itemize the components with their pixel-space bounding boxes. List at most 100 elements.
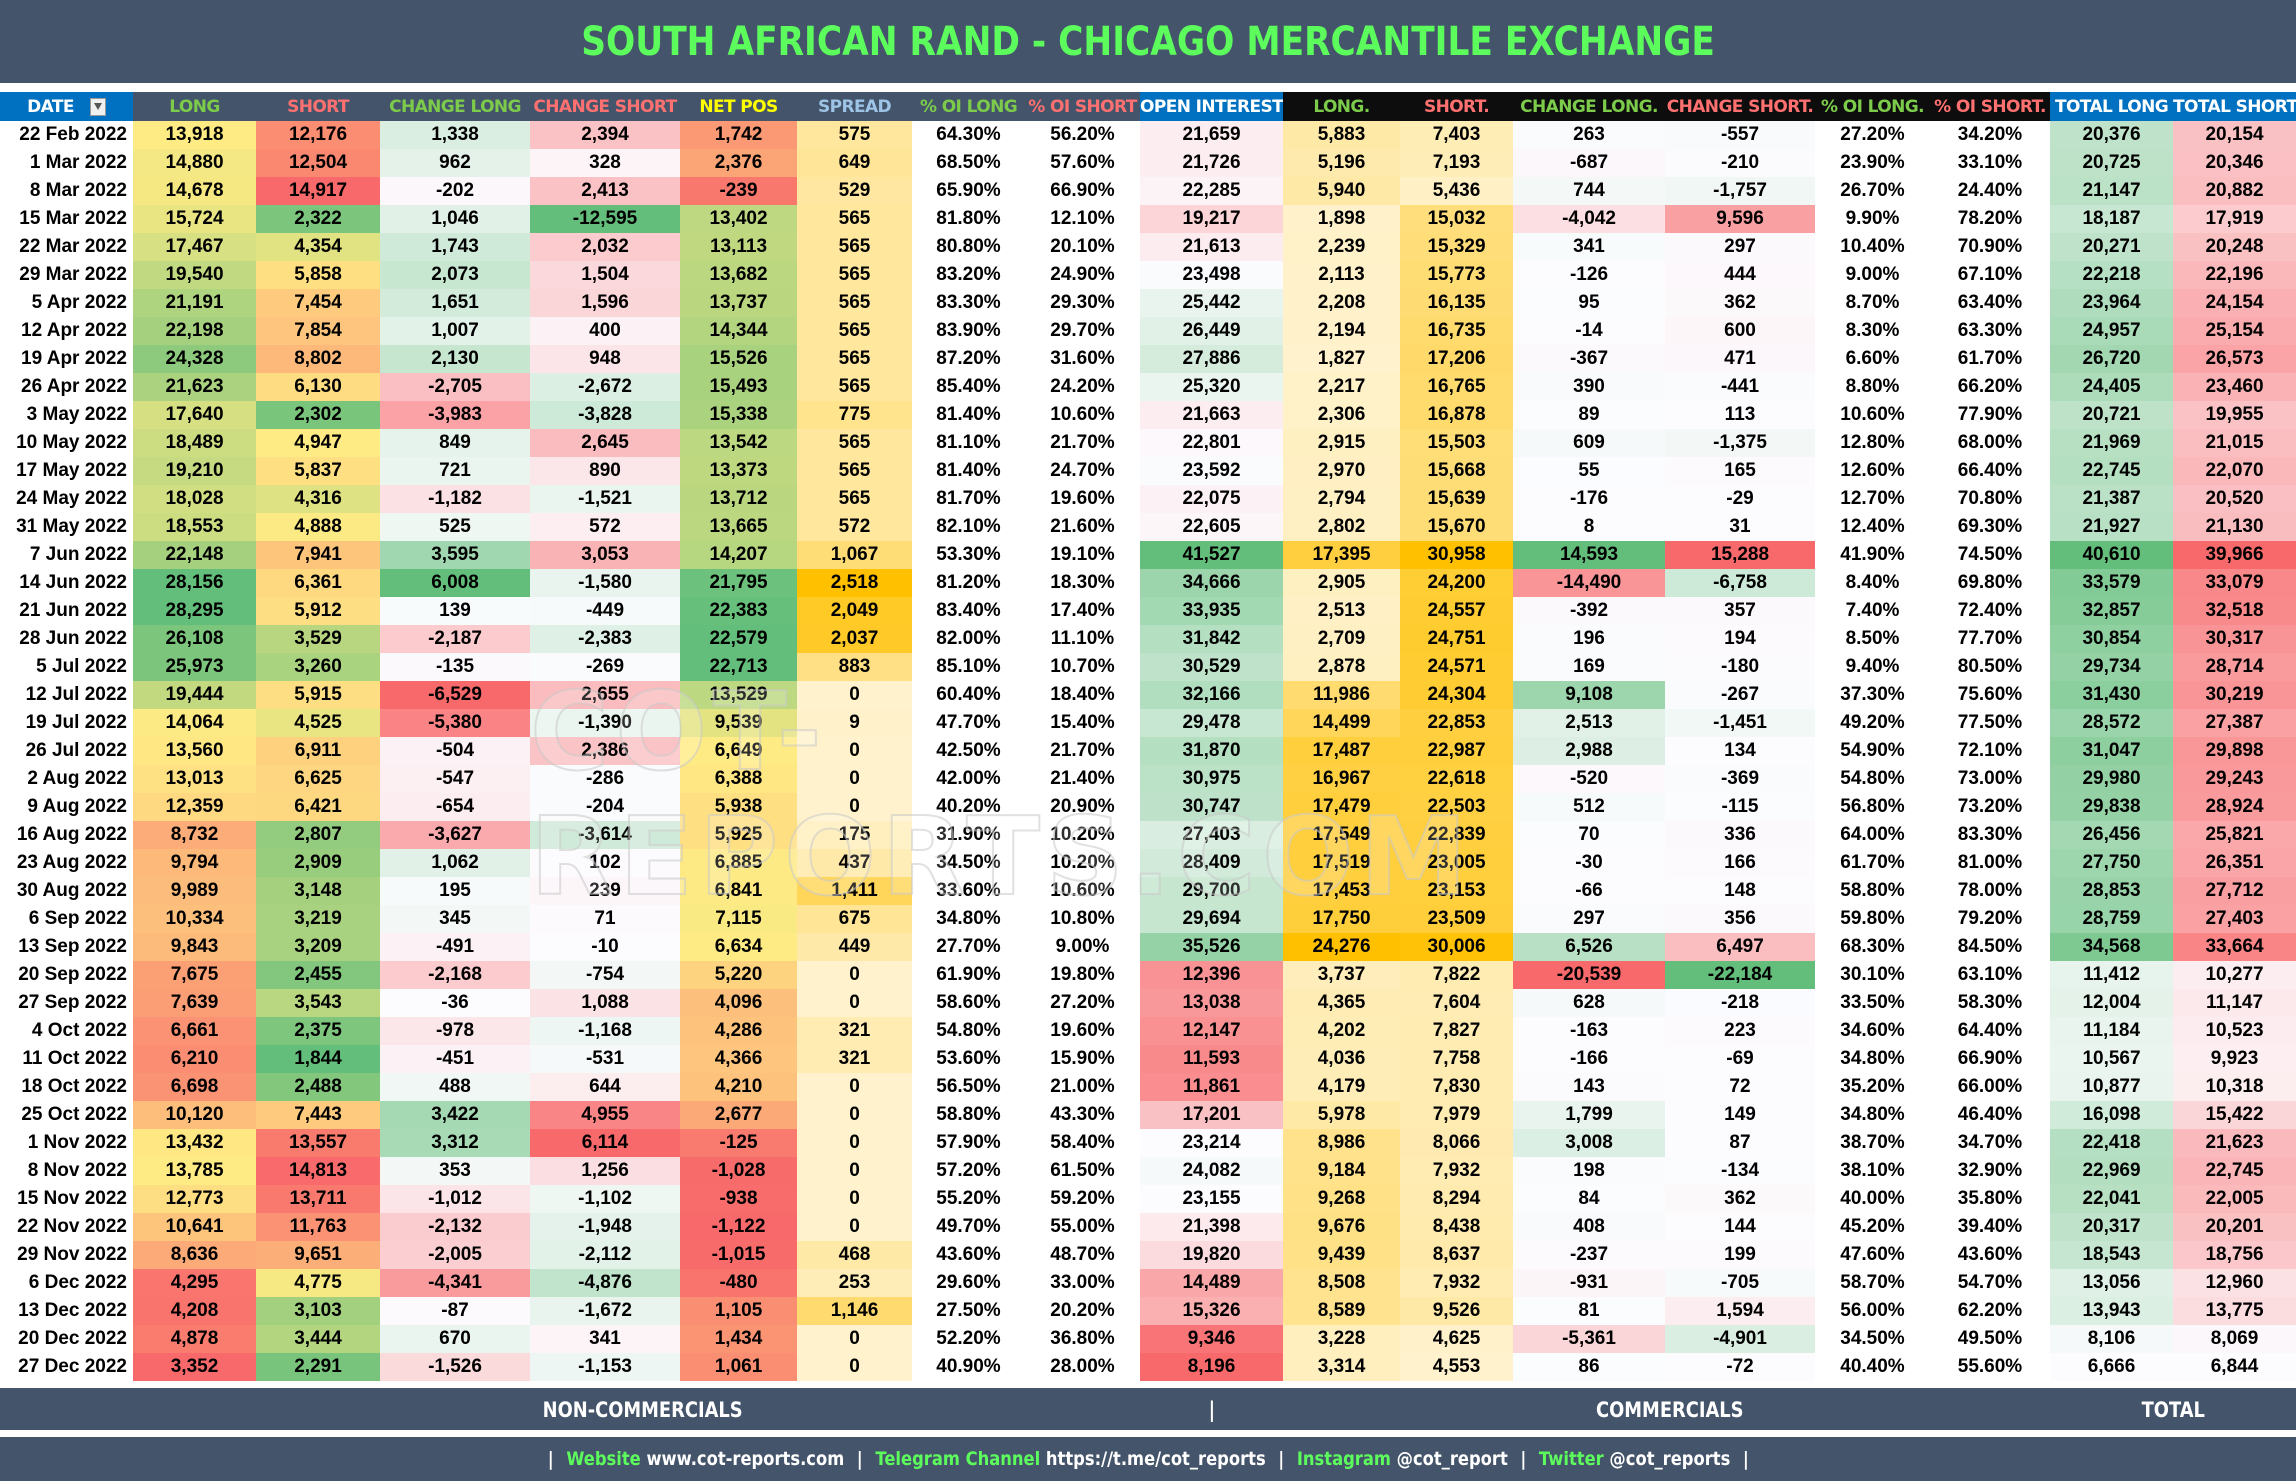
table-cell: 12.80% <box>1815 429 1930 457</box>
column-header-label: CHANGE LONG. <box>1520 96 1658 117</box>
table-cell: 297 <box>1513 905 1665 933</box>
table-cell: 143 <box>1513 1073 1665 1101</box>
table-cell: 69.80% <box>1930 569 2050 597</box>
table-cell: -654 <box>380 793 530 821</box>
table-cell: 19.80% <box>1025 961 1140 989</box>
date-cell: 11 Oct 2022 <box>0 1045 133 1073</box>
table-cell: 31,430 <box>2050 681 2173 709</box>
table-cell: 22,987 <box>1400 737 1513 765</box>
table-cell: 60.40% <box>912 681 1025 709</box>
table-cell: 22,618 <box>1400 765 1513 793</box>
table-cell: 6,114 <box>530 1129 680 1157</box>
table-cell: 21.00% <box>1025 1073 1140 1101</box>
table-cell: 24,200 <box>1400 569 1513 597</box>
table-cell: 4,316 <box>256 485 380 513</box>
table-cell: 600 <box>1665 317 1815 345</box>
table-cell: 77.90% <box>1930 401 2050 429</box>
table-cell: 40.20% <box>912 793 1025 821</box>
table-cell: 20,725 <box>2050 149 2173 177</box>
table-cell: 13,013 <box>133 765 256 793</box>
table-cell: 24,557 <box>1400 597 1513 625</box>
table-cell: 468 <box>797 1241 912 1269</box>
table-cell: 2,306 <box>1283 401 1400 429</box>
table-cell: 13,432 <box>133 1129 256 1157</box>
section-footer: NON-COMMERCIALS | COMMERCIALS TOTAL <box>0 1388 2296 1430</box>
column-header-long: LONG <box>133 92 256 121</box>
table-cell: 31,842 <box>1140 625 1283 653</box>
table-cell: 16,878 <box>1400 401 1513 429</box>
table-cell: 12,960 <box>2173 1269 2296 1297</box>
table-cell: 13,529 <box>680 681 797 709</box>
table-cell: 15,422 <box>2173 1101 2296 1129</box>
table-cell: 27.20% <box>1025 989 1140 1017</box>
table-cell: 49.20% <box>1815 709 1930 737</box>
table-cell: 1,434 <box>680 1325 797 1353</box>
table-cell: 29.70% <box>1025 317 1140 345</box>
table-cell: 1,844 <box>256 1045 380 1073</box>
table-cell: 565 <box>797 233 912 261</box>
table-cell: 437 <box>797 849 912 877</box>
table-cell: 165 <box>1665 457 1815 485</box>
table-cell: 28,714 <box>2173 653 2296 681</box>
table-cell: -1,390 <box>530 709 680 737</box>
table-cell: 6,844 <box>2173 1353 2296 1381</box>
table-row: 6 Dec 2022 4,295 4,775 -4,341 -4,876 -480 253 2… <box>0 1269 2296 1297</box>
table-cell: 66.40% <box>1930 457 2050 485</box>
table-cell: 24,957 <box>2050 317 2173 345</box>
table-cell: 85.40% <box>912 373 1025 401</box>
table-row: 23 Aug 2022 9,794 2,909 1,062 102 6,885 437 34.… <box>0 849 2296 877</box>
table-cell: 9,596 <box>1665 205 1815 233</box>
table-cell: 52.20% <box>912 1325 1025 1353</box>
table-cell: -135 <box>380 653 530 681</box>
table-cell: 21,795 <box>680 569 797 597</box>
table-cell: 28.00% <box>1025 1353 1140 1381</box>
table-row: 27 Sep 2022 7,639 3,543 -36 1,088 4,096 0 58.60… <box>0 989 2296 1017</box>
table-cell: 30,854 <box>2050 625 2173 653</box>
table-cell: 26,108 <box>133 625 256 653</box>
table-row: 1 Nov 2022 13,432 13,557 3,312 6,114 -125 0 57.… <box>0 1129 2296 1157</box>
table-cell: 4,888 <box>256 513 380 541</box>
filter-dropdown-icon[interactable] <box>89 97 106 116</box>
date-cell: 24 May 2022 <box>0 485 133 513</box>
table-cell: -14,490 <box>1513 569 1665 597</box>
date-cell: 6 Dec 2022 <box>0 1269 133 1297</box>
table-cell: 2,513 <box>1513 709 1665 737</box>
table-cell: 81.40% <box>912 401 1025 429</box>
table-cell: 23,005 <box>1400 849 1513 877</box>
table-cell: -449 <box>530 597 680 625</box>
twitter-link[interactable]: @cot_reports <box>1609 1448 1731 1470</box>
table-cell: 3,228 <box>1283 1325 1400 1353</box>
table-cell: 13,665 <box>680 513 797 541</box>
table-row: 9 Aug 2022 12,359 6,421 -654 -204 5,938 0 40.20… <box>0 793 2296 821</box>
table-cell: 28,853 <box>2050 877 2173 905</box>
telegram-link[interactable]: https://t.me/cot_reports <box>1045 1448 1266 1470</box>
table-cell: 29.30% <box>1025 289 1140 317</box>
table-cell: 565 <box>797 373 912 401</box>
table-cell: 18,543 <box>2050 1241 2173 1269</box>
table-cell: 10,277 <box>2173 961 2296 989</box>
table-cell: 102 <box>530 849 680 877</box>
table-cell: 13,373 <box>680 457 797 485</box>
table-cell: 449 <box>797 933 912 961</box>
table-cell: 1,651 <box>380 289 530 317</box>
table-cell: 7,941 <box>256 541 380 569</box>
table-cell: 9,439 <box>1283 1241 1400 1269</box>
table-cell: 19.60% <box>1025 485 1140 513</box>
table-cell: 12,773 <box>133 1185 256 1213</box>
date-cell: 26 Jul 2022 <box>0 737 133 765</box>
telegram-label: Telegram Channel <box>875 1448 1040 1470</box>
table-cell: 13,737 <box>680 289 797 317</box>
table-cell: 5,883 <box>1283 121 1400 149</box>
table-cell: 529 <box>797 177 912 205</box>
table-cell: 72.40% <box>1930 597 2050 625</box>
table-cell: 10,334 <box>133 905 256 933</box>
table-cell: 21.70% <box>1025 429 1140 457</box>
column-header-date: DATE <box>0 92 133 121</box>
instagram-link[interactable]: @cot_report <box>1396 1448 1508 1470</box>
table-cell: 17,750 <box>1283 905 1400 933</box>
table-cell: 27,403 <box>1140 821 1283 849</box>
table-cell: 81.80% <box>912 205 1025 233</box>
table-cell: 16,098 <box>2050 1101 2173 1129</box>
website-link[interactable]: www.cot-reports.com <box>646 1448 844 1470</box>
table-cell: 17,201 <box>1140 1101 1283 1129</box>
